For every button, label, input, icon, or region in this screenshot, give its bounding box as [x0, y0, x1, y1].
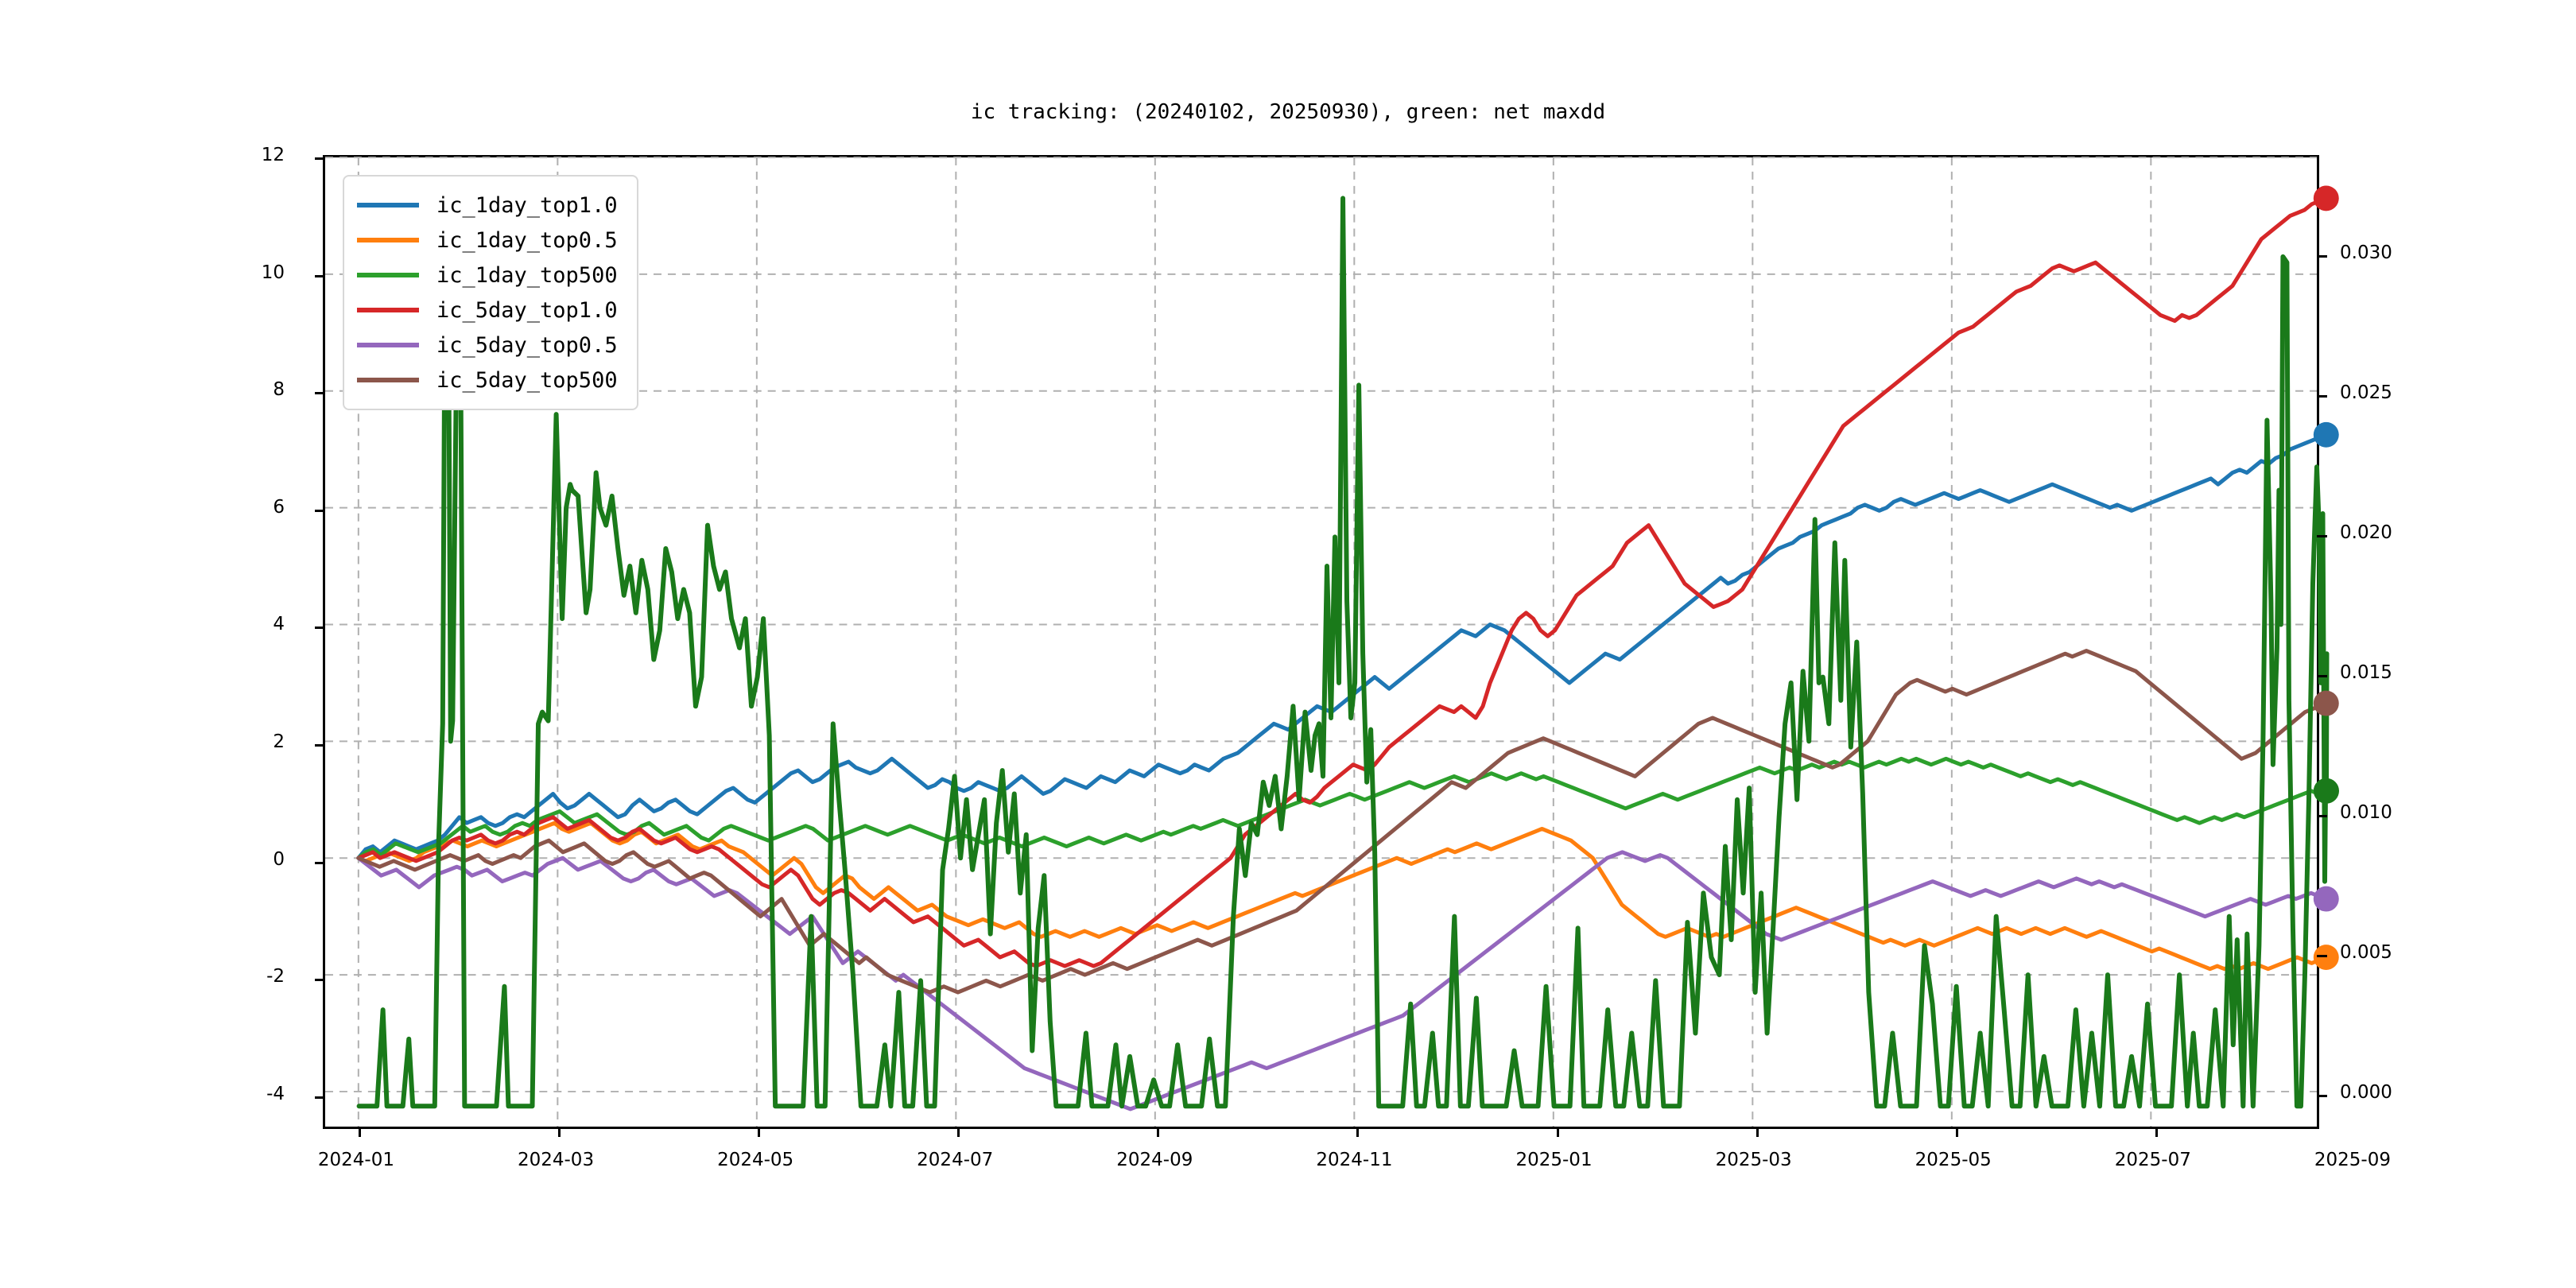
legend-color-swatch-icon: [357, 343, 419, 347]
x-axis-tick-mark: [1556, 1127, 1559, 1137]
y-axis-left-tick-mark: [315, 274, 325, 277]
y-axis-right-tick-mark: [2317, 535, 2327, 538]
x-axis-tick-label: 2025-01: [1515, 1150, 1593, 1170]
series-line: [356, 649, 2329, 995]
legend-item-label: ic_5day_top1.0: [436, 297, 618, 323]
grid-layer: [325, 157, 2317, 1127]
legend-item-ic_1day_top1.0[interactable]: ic_1day_top1.0: [357, 188, 618, 223]
legend-item-ic_5day_top500[interactable]: ic_5day_top500: [357, 363, 618, 398]
y-axis-left-tick-label: 6: [273, 496, 285, 518]
x-axis-tick-label: 2024-09: [1116, 1150, 1193, 1170]
x-axis-tick-mark: [2155, 1127, 2158, 1137]
series-line: [356, 756, 2329, 860]
y-axis-right-tick-label: 0.015: [2340, 662, 2392, 684]
x-axis-tick-mark: [358, 1127, 361, 1137]
x-axis-tick-mark: [957, 1127, 960, 1137]
x-axis-tick-mark: [1157, 1127, 1160, 1137]
legend-item-ic_1day_top0.5[interactable]: ic_1day_top0.5: [357, 223, 618, 258]
y-axis-right-tick-label: 0.020: [2340, 522, 2392, 544]
y-axis-left-tick-mark: [315, 157, 325, 160]
y-axis-right-tick-label: 0.005: [2340, 942, 2392, 964]
y-axis-right-tick-mark: [2317, 255, 2327, 258]
y-axis-left-tick-mark: [315, 627, 325, 630]
y-axis-right-tick-label: 0.010: [2340, 802, 2392, 824]
series-endpoint-marker: [2313, 185, 2339, 211]
y-axis-left-tick-label: 12: [261, 145, 285, 165]
y-axis-right-tick-mark: [2317, 955, 2327, 958]
y-axis-right-tick-label: 0.000: [2340, 1082, 2392, 1104]
y-axis-right-tick-mark: [2317, 395, 2327, 398]
legend-item-label: ic_1day_top500: [436, 262, 618, 288]
y-axis-left-tick-mark: [315, 1096, 325, 1099]
series-line: [356, 850, 2329, 1111]
series-line: [356, 821, 2329, 972]
legend-color-swatch-icon: [357, 238, 419, 242]
series-line: [356, 433, 2329, 860]
plot-area: ic_1day_top1.0 ic_1day_top0.5 ic_1day_top5…: [315, 155, 2339, 1137]
y-axis-left-tick-mark: [315, 743, 325, 747]
series-line: [356, 196, 2329, 968]
series-endpoint-marker: [2313, 690, 2339, 716]
y-axis-left-tick-label: 4: [273, 614, 285, 635]
legend: ic_1day_top1.0 ic_1day_top0.5 ic_1day_top5…: [343, 175, 638, 410]
series-layer: [356, 185, 2339, 1111]
legend-color-swatch-icon: [357, 378, 419, 382]
y-axis-left-tick-mark: [315, 979, 325, 982]
x-axis-tick-mark: [1356, 1127, 1360, 1137]
legend-item-ic_5day_top0.5[interactable]: ic_5day_top0.5: [357, 328, 618, 363]
y-axis-left-tick-mark: [315, 392, 325, 395]
legend-item-label: ic_1day_top1.0: [436, 192, 618, 218]
x-axis-tick-label: 2025-05: [1915, 1150, 1992, 1170]
y-axis-left-tick-label: 10: [261, 262, 285, 283]
legend-item-ic_1day_top500[interactable]: ic_1day_top500: [357, 258, 618, 293]
legend-item-ic_5day_top1.0[interactable]: ic_5day_top1.0: [357, 293, 618, 328]
y-axis-left-tick-mark: [315, 509, 325, 512]
x-axis-tick-label: 2024-07: [917, 1150, 994, 1170]
legend-item-label: ic_1day_top0.5: [436, 227, 618, 253]
y-axis-left-tick-label: -4: [266, 1083, 285, 1104]
y-axis-right-tick-label: 0.030: [2340, 242, 2392, 264]
series-endpoint-marker: [2313, 886, 2339, 912]
series-endpoint-marker: [2314, 778, 2339, 804]
legend-item-label: ic_5day_top0.5: [436, 332, 618, 358]
y-axis-right-tick-mark: [2317, 815, 2327, 818]
x-axis-tick-label: 2024-05: [717, 1150, 794, 1170]
legend-color-swatch-icon: [357, 203, 419, 208]
y-axis-left-tick-label: 0: [273, 848, 285, 870]
y-axis-right-tick-mark: [2317, 675, 2327, 678]
x-axis-tick-label: 2025-09: [2314, 1150, 2391, 1170]
x-axis-tick-mark: [758, 1127, 761, 1137]
x-axis-tick-label: 2024-01: [317, 1150, 394, 1170]
x-axis-tick-label: 2025-03: [1715, 1150, 1792, 1170]
legend-color-swatch-icon: [357, 308, 419, 312]
y-axis-right-tick-label: 0.025: [2340, 382, 2392, 404]
y-axis-left-tick-mark: [315, 861, 325, 864]
y-axis-left-tick-label: -2: [266, 966, 285, 987]
legend-color-swatch-icon: [357, 273, 419, 277]
plot-inner: [325, 157, 2339, 1127]
x-axis-tick-mark: [1955, 1127, 1958, 1137]
y-axis-right-tick-mark: [2317, 1095, 2327, 1098]
x-axis-tick-label: 2024-11: [1316, 1150, 1393, 1170]
x-axis-tick-label: 2024-03: [517, 1150, 595, 1170]
chart-title: ic tracking: (20240102, 20250930), green…: [970, 100, 1606, 124]
legend-item-label: ic_5day_top500: [436, 367, 618, 393]
x-axis-tick-mark: [1755, 1127, 1759, 1137]
x-axis-tick-label: 2025-07: [2114, 1150, 2191, 1170]
series-endpoint-marker: [2313, 421, 2339, 448]
series-line-net-maxdd: [356, 196, 2330, 1109]
y-axis-left-tick-label: 2: [273, 731, 285, 752]
x-axis-tick-mark: [558, 1127, 561, 1137]
y-axis-left-tick-label: 8: [273, 379, 285, 401]
